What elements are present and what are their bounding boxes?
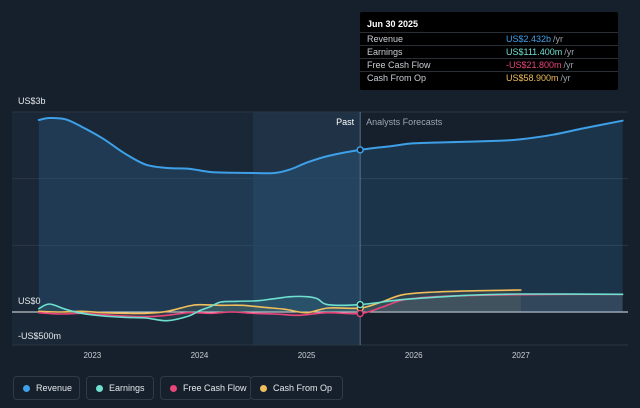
legend-label: Revenue (36, 383, 73, 393)
y-tick-label: US$0 (18, 296, 41, 306)
hover-tooltip: Jun 30 2025 Revenue US$2.432b/yr Earning… (360, 12, 618, 90)
tooltip-label: Earnings (367, 47, 403, 57)
line-layer (37, 116, 624, 322)
x-tick-label: 2027 (512, 351, 530, 360)
cash-from-op-line (38, 289, 522, 315)
legend-label: Earnings (109, 383, 145, 393)
tooltip-label: Revenue (367, 34, 404, 44)
revenue-line (37, 116, 624, 175)
legend-item-revenue[interactable]: Revenue (13, 376, 80, 400)
label-layer: US$3b US$0 -US$500m 2023 2024 2025 2026 2027 Pas… (18, 96, 530, 360)
y-tick-label: -US$500m (18, 331, 61, 341)
legend-item-earnings[interactable]: Earnings (86, 376, 154, 400)
x-tick-label: 2023 (83, 351, 101, 360)
tooltip-row-earnings: Earnings US$111.400m/yr (360, 45, 618, 59)
x-tick-label: 2025 (298, 351, 316, 360)
tooltip-value: US$2.432b/yr (506, 34, 564, 44)
cash-from-op-dot-icon (260, 385, 267, 392)
tooltip-row-revenue: Revenue US$2.432b/yr (360, 32, 618, 46)
revenue-dot-icon (23, 385, 30, 392)
legend-label: Cash From Op (273, 383, 333, 393)
tooltip-value: US$111.400m/yr (506, 47, 575, 57)
tooltip-date: Jun 30 2025 (367, 19, 419, 29)
free-cash-flow-dot-icon (170, 385, 177, 392)
tooltip-value: US$58.900m/yr (506, 73, 571, 83)
earnings-marker (356, 300, 364, 309)
free-cash-flow-area (38, 294, 623, 317)
earnings-line (38, 293, 624, 322)
free-cash-flow-marker (356, 309, 364, 318)
legend-item-free-cash-flow[interactable]: Free Cash Flow (160, 376, 252, 400)
legend-item-cash-from-op[interactable]: Cash From Op (250, 376, 343, 400)
tooltip-row-free-cash-flow: Free Cash Flow -US$21.800m/yr (360, 58, 618, 72)
legend-label: Free Cash Flow (183, 383, 247, 393)
past-label: Past (336, 117, 355, 127)
grid (12, 111, 628, 346)
tooltip-value: -US$21.800m/yr (506, 60, 574, 70)
marker-layer (356, 146, 364, 318)
forecast-label: Analysts Forecasts (366, 117, 443, 127)
tooltip-row-cash-from-op: Cash From Op US$58.900m/yr (360, 71, 618, 85)
highlight-shade (253, 112, 361, 345)
x-tick-label: 2024 (191, 351, 209, 360)
x-tick-label: 2026 (405, 351, 423, 360)
revenue-marker (356, 146, 364, 154)
y-tick-label: US$3b (18, 96, 46, 106)
earnings-dot-icon (96, 385, 103, 392)
revenue-area (38, 117, 623, 312)
tooltip-label: Cash From Op (367, 73, 427, 83)
tooltip-label: Free Cash Flow (367, 60, 431, 70)
